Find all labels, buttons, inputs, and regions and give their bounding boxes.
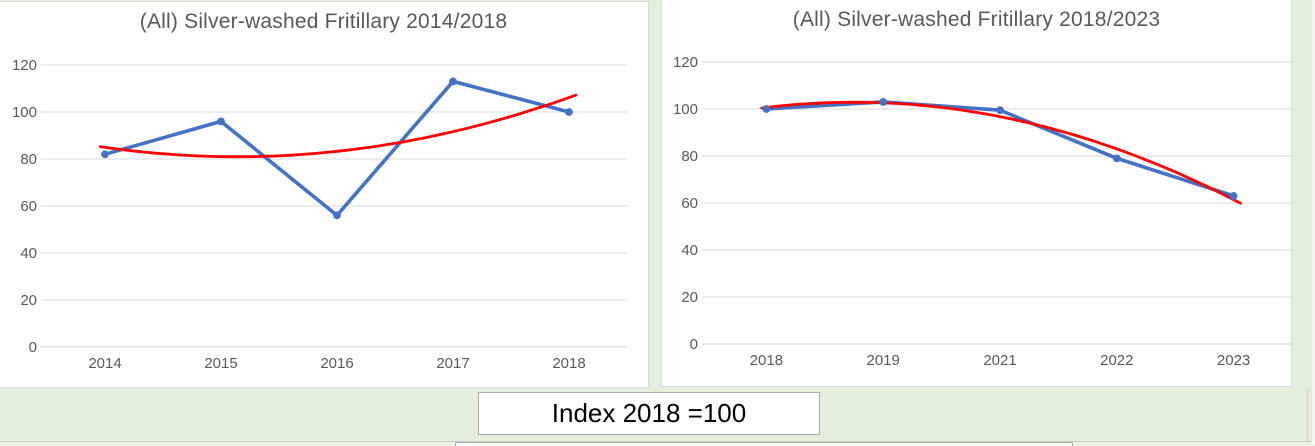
x-tick-label: 2018: [552, 355, 585, 372]
y-tick-label: 40: [681, 242, 698, 259]
y-tick-label: 100: [12, 104, 37, 121]
index-note-box[interactable]: Index 2018 =100: [478, 392, 820, 435]
data-point-marker: [1112, 154, 1121, 163]
x-tick-label: 2015: [204, 355, 237, 372]
index-note-text: Index 2018 =100: [551, 398, 747, 428]
y-tick-label: 120: [12, 57, 37, 74]
y-tick-label: 120: [673, 54, 698, 71]
x-tick-label: 2019: [867, 352, 900, 369]
data-point-marker: [101, 150, 109, 159]
data-point-marker: [879, 98, 888, 106]
chart-canvas-left[interactable]: 0 20 40 60 80 100 120 2014 2015 2016 2017 2018: [0, 2, 648, 387]
y-tick-label: 60: [20, 198, 37, 215]
y-tick-label: 20: [20, 292, 37, 309]
chart-panel-2018-2023[interactable]: (All) Silver-washed Fritillary 2018/2023…: [661, 0, 1292, 387]
x-tick-label: 2016: [320, 355, 353, 372]
data-point-marker: [217, 117, 225, 126]
data-point-marker: [1229, 192, 1238, 200]
x-tick-label: 2023: [1217, 352, 1250, 369]
y-tick-label: 80: [20, 151, 37, 168]
y-tick-label: 20: [681, 289, 698, 306]
cutoff-note-box: [455, 442, 1073, 446]
y-tick-label: 0: [690, 336, 698, 353]
x-tick-label: 2017: [436, 355, 469, 372]
x-tick-label: 2021: [983, 352, 1016, 369]
y-tick-label: 60: [681, 195, 698, 212]
data-series-line: [103, 79, 571, 218]
worksheet-column-gridline: [1307, 388, 1308, 441]
trendline: [99, 93, 578, 159]
y-tick-label: 0: [29, 339, 37, 356]
chart-canvas-right[interactable]: 0 20 40 60 80 100 120 2018 2019 2021 2022 2023: [662, 0, 1291, 386]
y-tick-label: 80: [681, 148, 698, 165]
trendline: [760, 100, 1242, 205]
chart-title-left: (All) Silver-washed Fritillary 2014/2018: [139, 10, 508, 33]
chart-title-right: (All) Silver-washed Fritillary 2018/2023: [792, 8, 1161, 31]
data-point-marker: [333, 211, 341, 220]
y-tick-label: 100: [673, 101, 698, 118]
worksheet-row-gridline: [0, 441, 1315, 442]
worksheet-right-edge: [1312, 0, 1315, 445]
data-point-marker: [565, 108, 573, 116]
data-point-marker: [449, 77, 457, 86]
data-point-marker: [762, 105, 771, 113]
data-point-marker: [996, 106, 1004, 115]
chart-panel-2014-2018[interactable]: (All) Silver-washed Fritillary 2014/2018…: [0, 1, 649, 388]
x-tick-label: 2018: [750, 352, 783, 369]
y-tick-label: 40: [20, 245, 37, 262]
x-tick-label: 2022: [1100, 352, 1133, 369]
x-tick-label: 2014: [88, 355, 121, 372]
